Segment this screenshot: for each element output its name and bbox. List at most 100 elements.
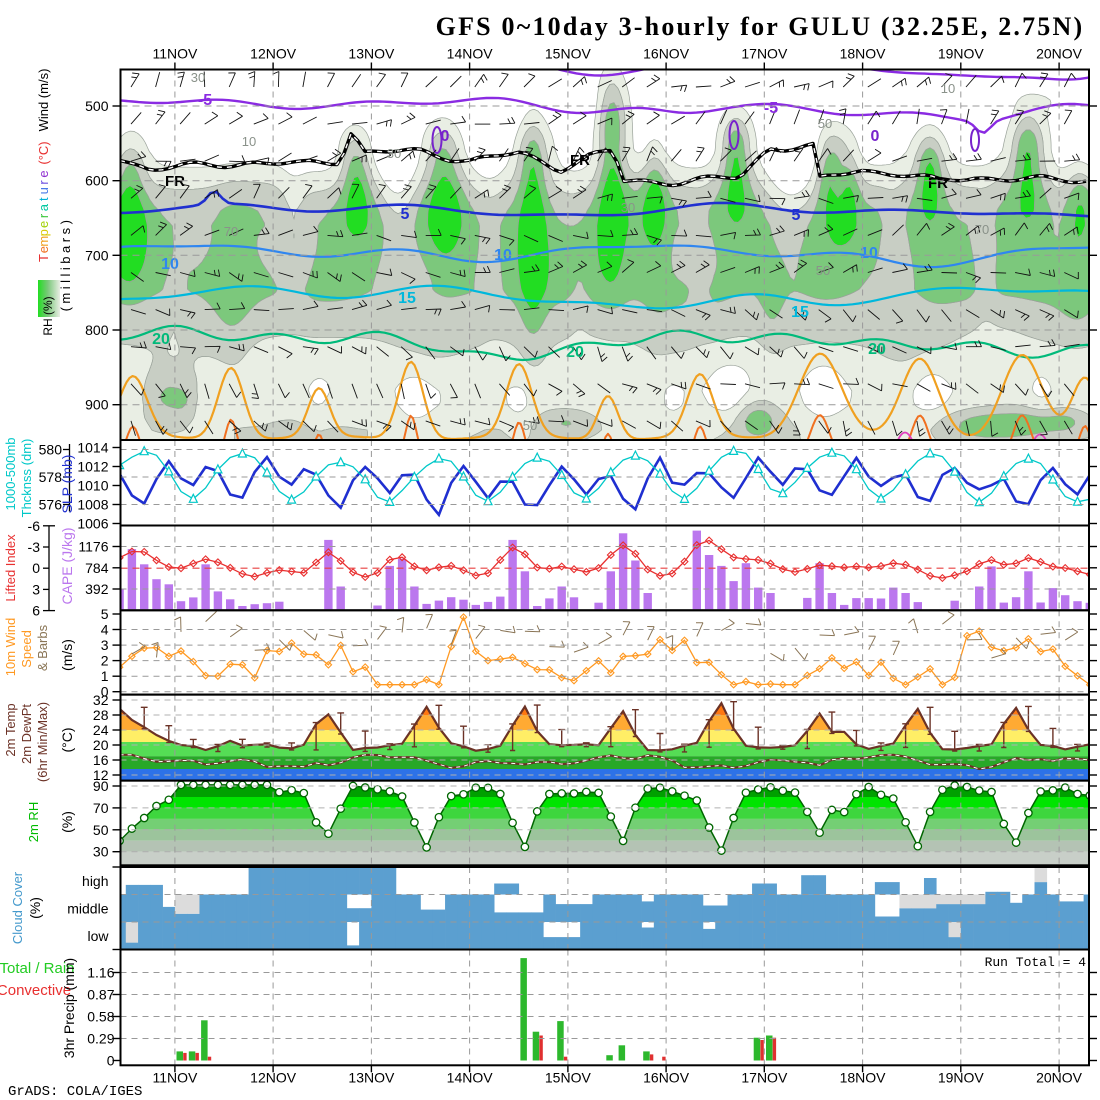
svg-text:784: 784 bbox=[85, 560, 109, 576]
svg-text:10: 10 bbox=[941, 81, 955, 96]
svg-text:19NOV: 19NOV bbox=[938, 1069, 985, 1085]
svg-text:5: 5 bbox=[792, 207, 801, 224]
svg-text:50: 50 bbox=[93, 822, 109, 838]
svg-text:16NOV: 16NOV bbox=[643, 46, 690, 62]
svg-text:12: 12 bbox=[93, 767, 109, 783]
svg-text:p: p bbox=[36, 229, 51, 236]
svg-text:a: a bbox=[36, 203, 51, 211]
svg-text:576: 576 bbox=[39, 497, 63, 513]
svg-text:0: 0 bbox=[101, 684, 109, 700]
svg-text:middle: middle bbox=[67, 900, 108, 916]
svg-text:14NOV: 14NOV bbox=[447, 1069, 494, 1085]
svg-text:1008: 1008 bbox=[77, 497, 108, 513]
svg-text:500: 500 bbox=[85, 98, 109, 114]
svg-text:800: 800 bbox=[85, 322, 109, 338]
svg-text:Run Total = 4: Run Total = 4 bbox=[985, 955, 1087, 970]
svg-text:(millibars): (millibars) bbox=[58, 217, 73, 312]
svg-text:m: m bbox=[36, 236, 51, 247]
svg-text:30: 30 bbox=[93, 844, 109, 860]
svg-text:-5: -5 bbox=[198, 92, 212, 109]
svg-text:15NOV: 15NOV bbox=[545, 1069, 592, 1085]
svg-text:Lifted Index: Lifted Index bbox=[3, 534, 18, 602]
svg-text:10: 10 bbox=[494, 247, 512, 264]
svg-text:30: 30 bbox=[387, 146, 401, 161]
svg-text:Wind (m/s): Wind (m/s) bbox=[36, 69, 51, 132]
svg-text:17NOV: 17NOV bbox=[741, 1069, 788, 1085]
svg-text:5: 5 bbox=[401, 206, 410, 223]
svg-text:0.87: 0.87 bbox=[87, 987, 114, 1003]
svg-text:0: 0 bbox=[32, 560, 40, 576]
svg-text:GrADS: COLA/IGES: GrADS: COLA/IGES bbox=[8, 1084, 142, 1100]
svg-text:578: 578 bbox=[39, 469, 63, 485]
svg-text:18NOV: 18NOV bbox=[840, 1069, 887, 1085]
svg-text:(m/s): (m/s) bbox=[59, 639, 75, 671]
svg-text:1.16: 1.16 bbox=[87, 965, 114, 981]
svg-text:e: e bbox=[36, 221, 51, 228]
svg-text:50: 50 bbox=[816, 263, 830, 278]
svg-text:Thcknss (dm): Thcknss (dm) bbox=[19, 439, 34, 518]
svg-text:1176: 1176 bbox=[78, 539, 108, 555]
svg-text:90: 90 bbox=[93, 778, 109, 794]
svg-text:1010: 1010 bbox=[77, 478, 108, 494]
svg-text:1012: 1012 bbox=[77, 459, 108, 475]
svg-text:& Barbs: & Barbs bbox=[35, 624, 50, 671]
svg-text:2m DewPt: 2m DewPt bbox=[19, 704, 34, 764]
svg-text:r: r bbox=[36, 180, 51, 185]
svg-text:6: 6 bbox=[32, 603, 40, 619]
svg-text:20: 20 bbox=[152, 331, 170, 348]
svg-text:12NOV: 12NOV bbox=[250, 46, 297, 62]
svg-text:Speed: Speed bbox=[19, 630, 34, 668]
svg-text:13NOV: 13NOV bbox=[348, 46, 395, 62]
svg-text:(%): (%) bbox=[59, 811, 75, 833]
svg-text:u: u bbox=[36, 187, 51, 194]
svg-text:5: 5 bbox=[101, 606, 109, 622]
svg-text:CAPE (J/kg): CAPE (J/kg) bbox=[59, 527, 75, 604]
svg-text:15NOV: 15NOV bbox=[545, 46, 592, 62]
svg-text:T: T bbox=[36, 254, 51, 262]
svg-text:17NOV: 17NOV bbox=[741, 46, 788, 62]
svg-text:20: 20 bbox=[868, 341, 886, 358]
svg-text:1000-500mb: 1000-500mb bbox=[3, 438, 18, 511]
svg-text:24: 24 bbox=[93, 722, 109, 738]
svg-text:18NOV: 18NOV bbox=[840, 46, 887, 62]
svg-text:11NOV: 11NOV bbox=[152, 46, 198, 62]
svg-text:30: 30 bbox=[191, 70, 205, 85]
svg-text:50: 50 bbox=[523, 418, 537, 433]
svg-text:(°C): (°C) bbox=[36, 141, 51, 164]
svg-text:0: 0 bbox=[441, 128, 450, 145]
svg-text:3: 3 bbox=[32, 581, 40, 597]
svg-text:2: 2 bbox=[101, 653, 109, 669]
svg-text:FR: FR bbox=[928, 175, 948, 192]
svg-text:600: 600 bbox=[85, 173, 109, 189]
svg-text:(°C): (°C) bbox=[59, 727, 75, 752]
svg-text:32: 32 bbox=[93, 692, 109, 708]
svg-text:1014: 1014 bbox=[77, 440, 108, 456]
svg-text:700: 700 bbox=[85, 247, 109, 263]
svg-text:10: 10 bbox=[242, 134, 256, 149]
svg-text:20NOV: 20NOV bbox=[1036, 46, 1083, 62]
svg-text:30: 30 bbox=[621, 200, 635, 215]
svg-text:1: 1 bbox=[101, 668, 109, 684]
svg-text:0.58: 0.58 bbox=[87, 1009, 114, 1025]
svg-text:0.29: 0.29 bbox=[87, 1031, 114, 1047]
svg-text:50: 50 bbox=[818, 116, 832, 131]
svg-text:r: r bbox=[36, 213, 51, 218]
svg-text:70: 70 bbox=[224, 224, 238, 239]
svg-text:20NOV: 20NOV bbox=[1036, 1069, 1083, 1085]
svg-text:e: e bbox=[36, 170, 51, 177]
svg-text:580: 580 bbox=[39, 442, 63, 458]
svg-text:-6: -6 bbox=[28, 518, 41, 534]
svg-text:RH (%): RH (%) bbox=[41, 296, 55, 335]
svg-text:SLP (mb): SLP (mb) bbox=[59, 455, 75, 514]
svg-text:10: 10 bbox=[161, 256, 179, 273]
svg-text:900: 900 bbox=[85, 397, 109, 413]
svg-text:16: 16 bbox=[93, 752, 109, 768]
svg-text:2m RH: 2m RH bbox=[26, 802, 41, 842]
svg-text:70: 70 bbox=[93, 800, 109, 816]
svg-text:high: high bbox=[82, 873, 108, 889]
svg-text:-3: -3 bbox=[28, 539, 41, 555]
svg-text:FR: FR bbox=[570, 152, 590, 169]
svg-text:(%): (%) bbox=[27, 897, 43, 919]
svg-text:19NOV: 19NOV bbox=[938, 46, 985, 62]
svg-text:GFS 0~10day 3-hourly for GULU: GFS 0~10day 3-hourly for GULU (32.25E, 2… bbox=[436, 12, 1085, 41]
